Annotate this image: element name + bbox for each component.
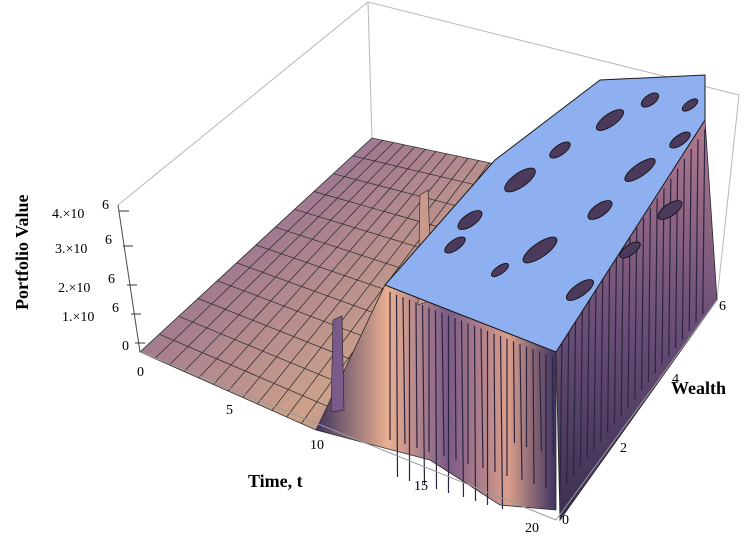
wall-stripe (681, 158, 685, 340)
x-tick-label: 15 (414, 479, 428, 494)
surface-mesh (154, 139, 490, 424)
mesh-line (333, 173, 470, 210)
wall-stripe (395, 294, 399, 478)
z-tick-0: 0 (122, 339, 145, 354)
wall-stripe (641, 217, 645, 391)
mesh-line (294, 208, 439, 254)
plateau-crack (669, 131, 691, 149)
x-tick-label: 5 (226, 403, 233, 418)
wall-stripe (434, 310, 438, 490)
plateau-crack (640, 92, 660, 108)
mesh-line (313, 191, 455, 232)
plateau-crack (549, 141, 571, 159)
wall-stripe (441, 312, 445, 457)
z-tick-exponent: 6 (108, 272, 115, 287)
mesh-line (217, 280, 378, 342)
y-axis: 0 2 4 6 (562, 299, 726, 528)
wall-stripe (675, 168, 679, 349)
plateau-crack (619, 241, 641, 259)
mesh-line (236, 262, 393, 320)
plateau-crack (565, 279, 595, 301)
wall-stripe (415, 302, 418, 449)
wall-stripe (473, 325, 477, 502)
x-axis: 0 5 10 15 20 (137, 365, 539, 536)
plateau-crack (595, 109, 625, 131)
wall-stripe (600, 277, 604, 442)
y-tick-label: 6 (719, 299, 726, 314)
wall-stripe (421, 304, 426, 486)
surface-low-region (139, 137, 501, 431)
mesh-line (178, 316, 347, 387)
wall-stripe (573, 316, 577, 476)
wall-stripe (620, 247, 624, 417)
wall-stripe (538, 351, 543, 452)
wall-stripe (559, 336, 563, 493)
wall-stripe (613, 257, 617, 425)
z-tick-exponent: 6 (105, 233, 112, 248)
z-tick-exponent: 6 (112, 301, 119, 316)
wall-stripe (499, 336, 504, 510)
plateau-crack (624, 158, 656, 182)
wall-stripe (551, 356, 555, 456)
plateau-crack (457, 210, 483, 230)
plateau-crack (490, 262, 510, 278)
plateau-cracks (444, 92, 699, 301)
z-tick-4: 4.×10 6 (52, 198, 129, 222)
z-tick-2: 2.×10 6 (58, 272, 137, 296)
wall-stripe (454, 317, 457, 461)
wall-stripe (480, 328, 484, 469)
z-tick-exponent: 6 (102, 198, 109, 213)
wall-stripe (688, 148, 692, 332)
mesh-line (275, 226, 424, 276)
y-tick-label: 4 (672, 372, 679, 387)
mesh-line (159, 333, 332, 409)
plateau-crack (504, 167, 536, 193)
z-axis: 0 1.×10 6 2.×10 6 3.×10 6 4.×10 6 (52, 198, 145, 354)
surface-plateau (384, 74, 706, 353)
z-tick-label: 1.×10 (62, 310, 94, 325)
wall-stripe (647, 208, 651, 383)
wall-stripe (593, 286, 597, 451)
wall-stripe (566, 326, 570, 485)
wall-stripe (607, 267, 611, 434)
wall-stripe (402, 297, 406, 445)
x-tick-label: 20 (525, 521, 539, 536)
z-tick-label: 4.×10 (52, 207, 84, 222)
plateau-crack (657, 200, 683, 220)
wall-stripe (519, 343, 523, 481)
wall-stripe (627, 237, 631, 408)
wall-stripe (702, 129, 706, 315)
wall-stripe (579, 306, 583, 468)
z-tick-3: 3.×10 6 (55, 233, 133, 257)
wall-stripe (460, 320, 465, 498)
plateau-crack (681, 98, 699, 112)
wall-stripe (654, 198, 658, 374)
z-tick-label: 3.×10 (55, 242, 87, 257)
z-tick-1: 1.×10 6 (62, 301, 141, 325)
wall-stripe (532, 349, 535, 485)
x-tick-label: 0 (137, 365, 144, 380)
x-tick-label: 10 (310, 438, 324, 453)
z-tick-label: 2.×10 (58, 281, 90, 296)
wall-stripe (512, 341, 516, 444)
wall-stripes (389, 129, 706, 510)
z-axis-title: Portfolio Value (12, 194, 32, 310)
plateau-crack (522, 236, 558, 264)
mesh-line (255, 244, 409, 298)
bounding-box-front (139, 299, 718, 521)
y-axis-title: Wealth (671, 378, 726, 398)
x-axis-title: Time, t (248, 471, 303, 491)
y-tick-label: 2 (620, 441, 627, 456)
y-tick-label: 0 (562, 513, 569, 528)
plateau-crack (444, 236, 466, 254)
wall-stripe (695, 139, 699, 323)
plateau-crack (587, 200, 613, 220)
wall-stripe (586, 296, 590, 459)
wall-stripe (493, 333, 496, 473)
wall-stripe (634, 227, 638, 400)
mesh-line (352, 155, 485, 188)
z-tick-label: 0 (122, 339, 129, 354)
